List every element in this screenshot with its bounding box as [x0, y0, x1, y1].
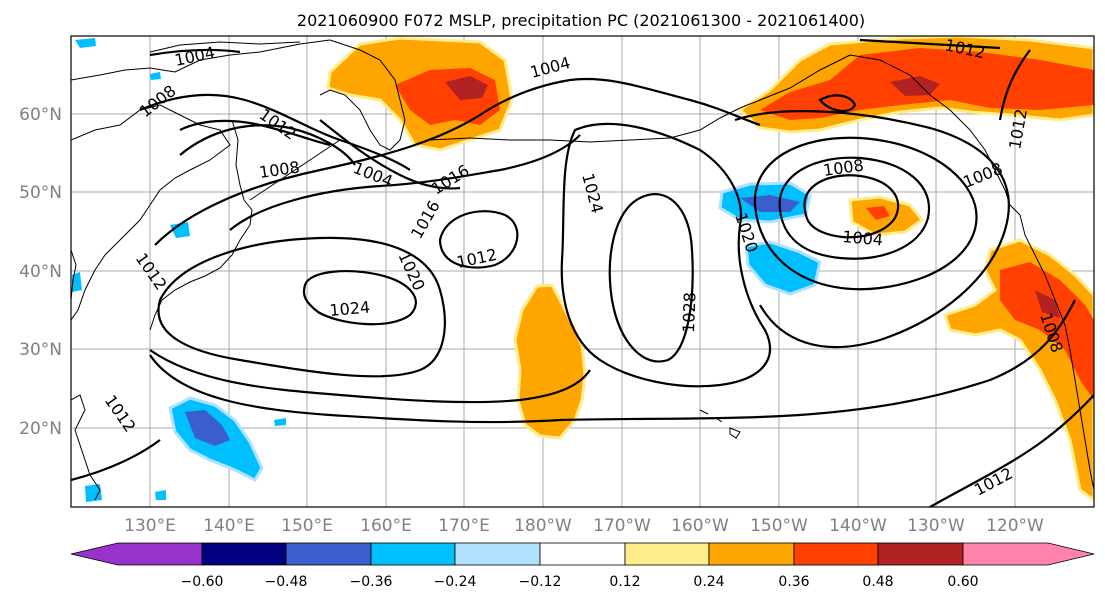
- colorbar-tick-label: 0.36: [778, 574, 809, 590]
- precip-speckle-6: [150, 72, 161, 80]
- isobar-label: 1004: [842, 227, 884, 249]
- precip-speckle-5: [155, 490, 166, 500]
- lat-label: 30°N: [19, 340, 62, 360]
- colorbar-tick-label: −0.12: [519, 574, 562, 590]
- coast-japan: [149, 199, 253, 331]
- precip-speckle-3: [72, 272, 82, 292]
- isobar-pacific-1012: [149, 77, 1076, 424]
- lon-label: 170°E: [438, 516, 490, 536]
- isobar-alaska-1012: [859, 38, 1031, 121]
- coast-aleutians: [429, 107, 741, 143]
- isobar-south-1012: [71, 394, 1094, 507]
- colorbar-cell: [370, 542, 456, 566]
- longitude-labels: 130°E 140°E 150°E 160°E 170°E 180°W 170°…: [124, 516, 1044, 536]
- isobar-west-high-1024: [302, 270, 417, 326]
- isobar-label: 1024: [329, 298, 371, 320]
- coast-philippines: [71, 394, 101, 501]
- colorbar-tick-label: −0.48: [265, 574, 308, 590]
- coast-okhotsk-north: [149, 41, 301, 53]
- lon-label: 120°W: [986, 516, 1044, 536]
- colorbar-cell: [70, 542, 203, 566]
- lon-label: 140°E: [203, 516, 255, 536]
- colorbar-tick-label: −0.24: [434, 574, 477, 590]
- coast-sakhalin: [231, 119, 245, 201]
- map-title: 2021060900 F072 MSLP, precipitation PC (…: [297, 11, 865, 30]
- lat-label: 60°N: [19, 105, 62, 125]
- precip-area-gulf-low-core: [866, 206, 890, 220]
- precip-area-west-coast-max: [1035, 290, 1060, 318]
- lon-label: 140°W: [829, 516, 887, 536]
- isobars: [71, 38, 1094, 507]
- lon-label: 160°W: [671, 516, 729, 536]
- precip-area-okhotsk-max: [445, 76, 488, 100]
- colorbar-tick-label: −0.60: [181, 574, 224, 590]
- lat-label: 50°N: [19, 183, 62, 203]
- lon-label: 150°W: [750, 516, 808, 536]
- isobar-subtropical-high-1028: [608, 193, 694, 363]
- isobar-north-1004: [149, 48, 461, 190]
- lon-label: 160°E: [360, 516, 412, 536]
- colorbar-cell: [454, 542, 541, 566]
- isobar-pacific-1016: [149, 134, 591, 404]
- colorbar-cell: [285, 542, 372, 566]
- precip-speckle-1: [75, 38, 96, 48]
- colorbar-cell: [201, 542, 287, 566]
- isobar-aleutian-low-1016: [734, 110, 1010, 349]
- colorbar-cell: [539, 542, 626, 566]
- colorbar-cell: [962, 542, 1095, 566]
- lon-label: 150°E: [281, 516, 333, 536]
- colorbar-cell: [624, 542, 710, 566]
- precip-area-alaska-max: [890, 76, 940, 96]
- coast-kamchatka: [319, 39, 406, 151]
- isobar-aleutian-low-1012: [753, 136, 978, 291]
- isobar-alaska-inner: [818, 94, 857, 113]
- precip-speckle-2: [170, 222, 190, 238]
- precip-speckle-7: [274, 418, 286, 426]
- precip-speckle-4: [85, 484, 102, 502]
- colorbar-tick-label: 0.24: [693, 574, 724, 590]
- isobar-north-1008: [139, 93, 411, 171]
- colorbar-cell: [708, 542, 795, 566]
- lon-label: 130°W: [907, 516, 965, 536]
- map-frame: [70, 35, 1095, 508]
- isobar-center-high-1012: [438, 210, 519, 269]
- precip-area-dateline: [513, 283, 587, 440]
- isobar-label: 1028: [679, 292, 699, 333]
- colorbar-cell: [793, 542, 879, 566]
- isobar-aleutian-low-1004: [803, 174, 900, 239]
- lat-label: 20°N: [19, 419, 62, 439]
- colorbar-tick-label: 0.12: [609, 574, 640, 590]
- coast-alaska: [739, 54, 1011, 206]
- isobar-subtropical-high-1024: [560, 122, 771, 388]
- colorbar-tick-label: 0.48: [862, 574, 893, 590]
- isobar-aleutian-low-1008: [778, 156, 931, 260]
- lon-label: 130°E: [124, 516, 176, 536]
- colorbar-tick-label: −0.36: [350, 574, 393, 590]
- lon-label: 180°W: [514, 516, 572, 536]
- colorbar: [70, 542, 1095, 566]
- lat-label: 40°N: [19, 262, 62, 282]
- coast-kuril-islands: [249, 139, 341, 201]
- precip-area-neg-philsea-core: [185, 410, 230, 446]
- coast-china-east: [71, 249, 77, 301]
- colorbar-cell: [877, 542, 964, 566]
- precip-area-west-coast-core: [1000, 262, 1094, 400]
- precip-area-neg-south: [744, 240, 822, 296]
- isobar-west-high-1020: [157, 236, 446, 378]
- isobar-okhotsk-1012: [179, 119, 331, 147]
- colorbar-tick-labels: −0.60 −0.48 −0.36 −0.24 −0.12 0.12 0.24 …: [181, 574, 979, 590]
- latitude-labels: 20°N 30°N 40°N 50°N 60°N: [19, 105, 62, 439]
- lon-label: 170°W: [593, 516, 651, 536]
- colorbar-tick-label: 0.60: [947, 574, 978, 590]
- coast-na-west: [1009, 204, 1094, 491]
